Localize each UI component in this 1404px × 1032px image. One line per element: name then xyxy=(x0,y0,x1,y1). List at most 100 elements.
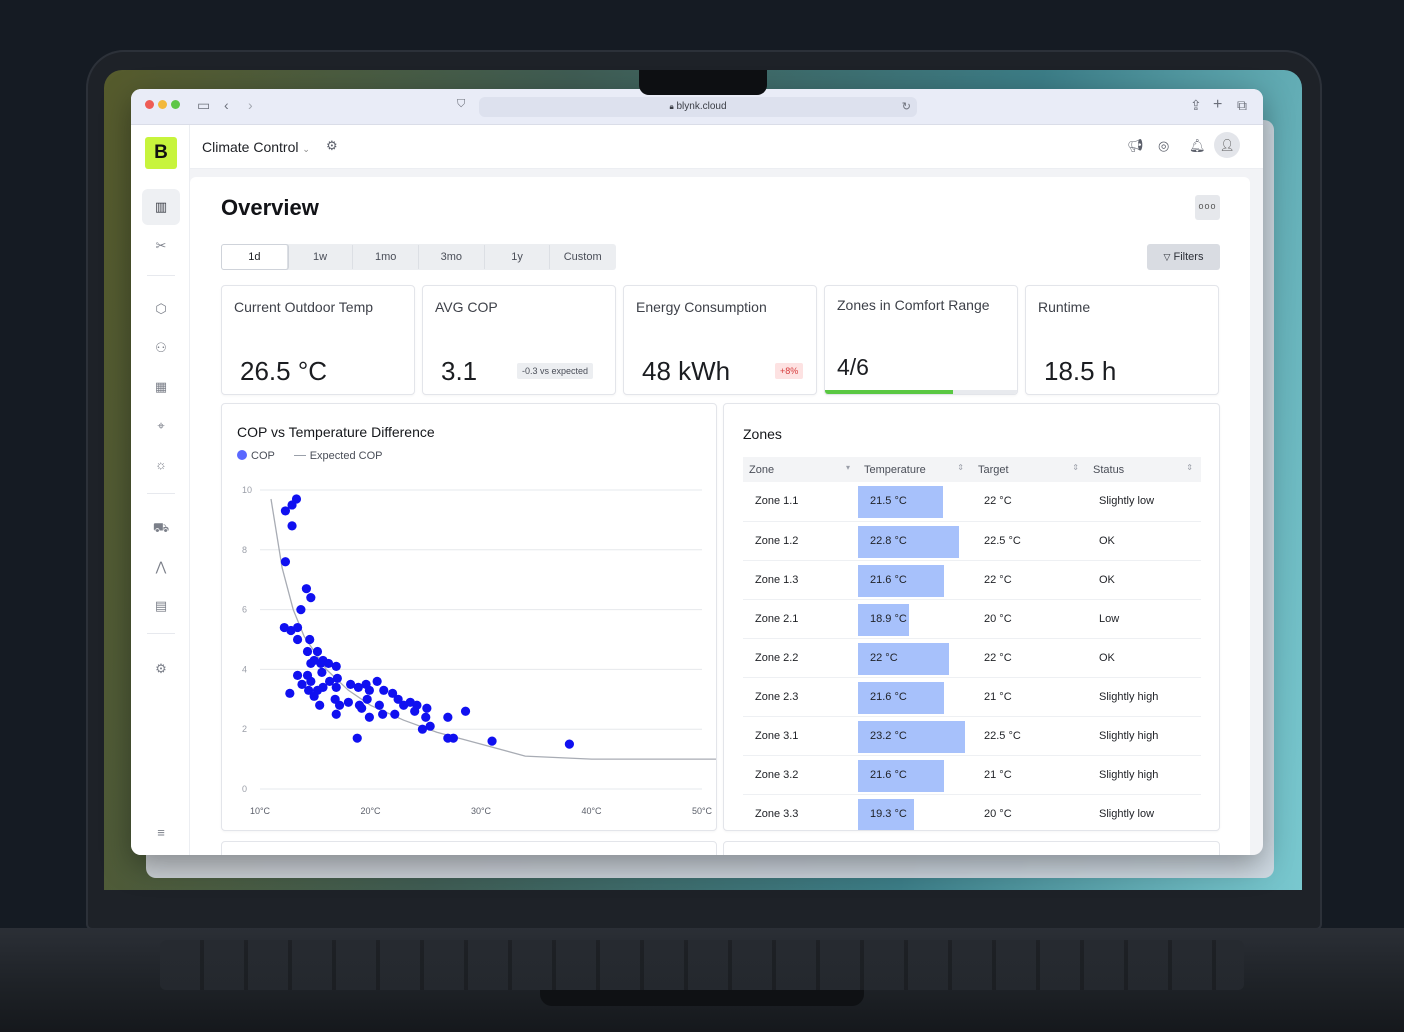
range-button-1y[interactable]: 1y xyxy=(485,245,551,269)
table-row[interactable]: Zone 1.1 21.5 °C 22 °C Slightly low xyxy=(743,482,1201,522)
products-cube-icon[interactable]: ⬡ xyxy=(155,301,167,316)
x-tick-label: 30°C xyxy=(471,806,492,816)
cop-point xyxy=(443,733,453,743)
cop-point xyxy=(422,703,432,713)
sort-icon[interactable]: ⇕ xyxy=(957,463,964,472)
browser-titlebar: ▭ ‹ › ⛉ 🔒︎ blynk.cloud ↻ ⇪ + ⧉ xyxy=(131,89,1263,125)
temperature-cell: 22 °C xyxy=(858,638,972,678)
minimize-window-button[interactable] xyxy=(158,100,167,109)
fleet-truck-icon[interactable]: ⛟ xyxy=(152,520,170,535)
maximize-window-button[interactable] xyxy=(171,100,180,109)
table-row[interactable]: Zone 1.2 22.8 °C 22.5 °C OK xyxy=(743,521,1201,561)
table-row[interactable]: Zone 1.3 21.6 °C 22 °C OK xyxy=(743,560,1201,600)
sort-icon[interactable]: ⇕ xyxy=(1186,463,1193,472)
dashboard-icon[interactable]: ▥ xyxy=(142,189,180,225)
temperature-bar xyxy=(858,486,943,518)
y-tick-label: 4 xyxy=(242,664,247,674)
workspace-title-text: Climate Control xyxy=(202,139,299,155)
range-button-3mo[interactable]: 3mo xyxy=(419,245,485,269)
sort-icon[interactable]: ⇕ xyxy=(1072,463,1079,472)
table-row[interactable]: Zone 3.1 23.2 °C 22.5 °C Slightly high xyxy=(743,716,1201,756)
chart-legend: COP Expected COP xyxy=(237,450,382,462)
back-icon[interactable]: ‹ xyxy=(224,97,229,113)
column-header-temperature[interactable]: Temperature ⇕ xyxy=(858,457,972,482)
tabs-overview-icon[interactable]: ⧉ xyxy=(1237,97,1247,113)
share-icon[interactable]: ⇪ xyxy=(1190,97,1202,113)
forward-icon[interactable]: › xyxy=(248,97,253,113)
y-tick-label: 0 xyxy=(242,784,247,794)
cop-point xyxy=(357,703,367,713)
temperature-bar xyxy=(858,720,965,753)
more-options-button[interactable]: ooo xyxy=(1195,195,1220,220)
workspace-settings-gear-icon[interactable]: ⚙ xyxy=(326,138,338,153)
sort-icon[interactable]: ▾ xyxy=(845,463,850,472)
column-header-status[interactable]: Status ⇕ xyxy=(1087,457,1201,482)
address-text: blynk.cloud xyxy=(676,101,727,112)
page-title: Overview xyxy=(221,195,319,220)
location-pin-icon[interactable]: ⌖ xyxy=(157,418,165,433)
cop-point xyxy=(301,584,312,594)
cop-point xyxy=(302,646,313,657)
users-icon[interactable]: ⚇ xyxy=(155,340,167,355)
cop-point xyxy=(564,739,574,749)
range-button-1d[interactable]: 1d xyxy=(222,245,288,269)
reload-icon[interactable]: ↻ xyxy=(901,101,911,113)
status-cell: OK xyxy=(1087,560,1201,600)
cop-point xyxy=(372,676,382,686)
tools-icon[interactable]: ✂ xyxy=(155,238,167,253)
announcements-megaphone-icon[interactable]: 📢︎ xyxy=(1127,138,1144,153)
table-row[interactable]: Zone 2.2 22 °C 22 °C OK xyxy=(743,638,1201,678)
cop-point xyxy=(410,706,420,716)
workspace-title[interactable]: Climate Control ⌄ xyxy=(202,139,310,155)
cop-point xyxy=(343,697,353,707)
y-tick-label: 6 xyxy=(242,605,247,615)
analytics-icon[interactable]: ⋀ xyxy=(155,559,167,574)
column-header-target[interactable]: Target ⇕ xyxy=(972,457,1087,482)
new-tab-icon[interactable]: + xyxy=(1213,96,1223,113)
filters-button[interactable]: ▽ Filters xyxy=(1147,244,1220,270)
column-header-zone[interactable]: Zone ▾ xyxy=(743,457,858,482)
table-row[interactable]: Zone 2.1 18.9 °C 20 °C Low xyxy=(743,599,1201,639)
user-avatar[interactable]: 👤︎ xyxy=(1214,132,1240,158)
x-tick-label: 10°C xyxy=(250,806,271,816)
cop-point xyxy=(280,557,291,567)
reports-icon[interactable]: ▤ xyxy=(154,598,168,613)
table-row[interactable]: Zone 2.3 21.6 °C 21 °C Slightly high xyxy=(743,677,1201,717)
automations-icon[interactable]: ☼ xyxy=(155,457,167,472)
browser-window: ▭ ‹ › ⛉ 🔒︎ blynk.cloud ↻ ⇪ + ⧉ B ▥ ✂ ⬡ ⚇… xyxy=(131,89,1263,855)
cop-scatter-chart: 0 2 4 6 8 10 10°C 20°C 30°C 40°C 50°C xyxy=(242,485,716,816)
menu-collapse-icon[interactable]: ≡ xyxy=(157,825,165,840)
sidebar-toggle-icon[interactable]: ▭ xyxy=(197,97,211,113)
lower-panel-left xyxy=(221,841,717,855)
cop-point xyxy=(378,709,388,719)
blynk-logo[interactable]: B xyxy=(145,137,177,169)
kpi-avg-cop: AVG COP 3.1 -0.3 vs expected xyxy=(422,285,616,395)
range-button-custom[interactable]: Custom xyxy=(563,251,602,263)
cop-point xyxy=(331,661,341,672)
cop-point xyxy=(443,712,453,722)
kpi-value: 48 kWh xyxy=(642,356,731,386)
kpi-value: 3.1 xyxy=(441,356,478,386)
temperature-cell: 22.8 °C xyxy=(858,521,972,561)
help-lifebuoy-icon[interactable]: ◎ xyxy=(1158,138,1170,153)
table-row[interactable]: Zone 3.3 19.3 °C 20 °C Slightly low xyxy=(743,794,1201,830)
close-window-button[interactable] xyxy=(145,100,154,109)
settings-gear-icon[interactable]: ⚙ xyxy=(155,661,167,676)
laptop-hinge-notch xyxy=(540,990,864,1006)
address-bar[interactable]: 🔒︎ blynk.cloud ↻ xyxy=(479,97,917,117)
y-tick-label: 10 xyxy=(242,485,252,495)
cop-point xyxy=(425,721,435,731)
cop-point xyxy=(306,676,316,686)
privacy-shield-icon[interactable]: ⛉ xyxy=(457,98,466,110)
column-header-label: Status xyxy=(1093,463,1125,476)
cop-point xyxy=(296,605,306,615)
energy-delta-badge: +8% xyxy=(775,363,804,379)
range-button-1mo[interactable]: 1mo xyxy=(353,245,420,269)
cop-point xyxy=(318,682,328,692)
notifications-bell-icon[interactable]: 🔔︎ xyxy=(1189,138,1206,153)
table-row[interactable]: Zone 3.2 21.6 °C 21 °C Slightly high xyxy=(743,755,1201,795)
kpi-energy-consumption: Energy Consumption 48 kWh +8% xyxy=(623,285,817,395)
cop-point xyxy=(421,712,431,722)
range-button-1w[interactable]: 1w xyxy=(288,245,354,269)
organizations-building-icon[interactable]: ▦ xyxy=(154,379,168,394)
